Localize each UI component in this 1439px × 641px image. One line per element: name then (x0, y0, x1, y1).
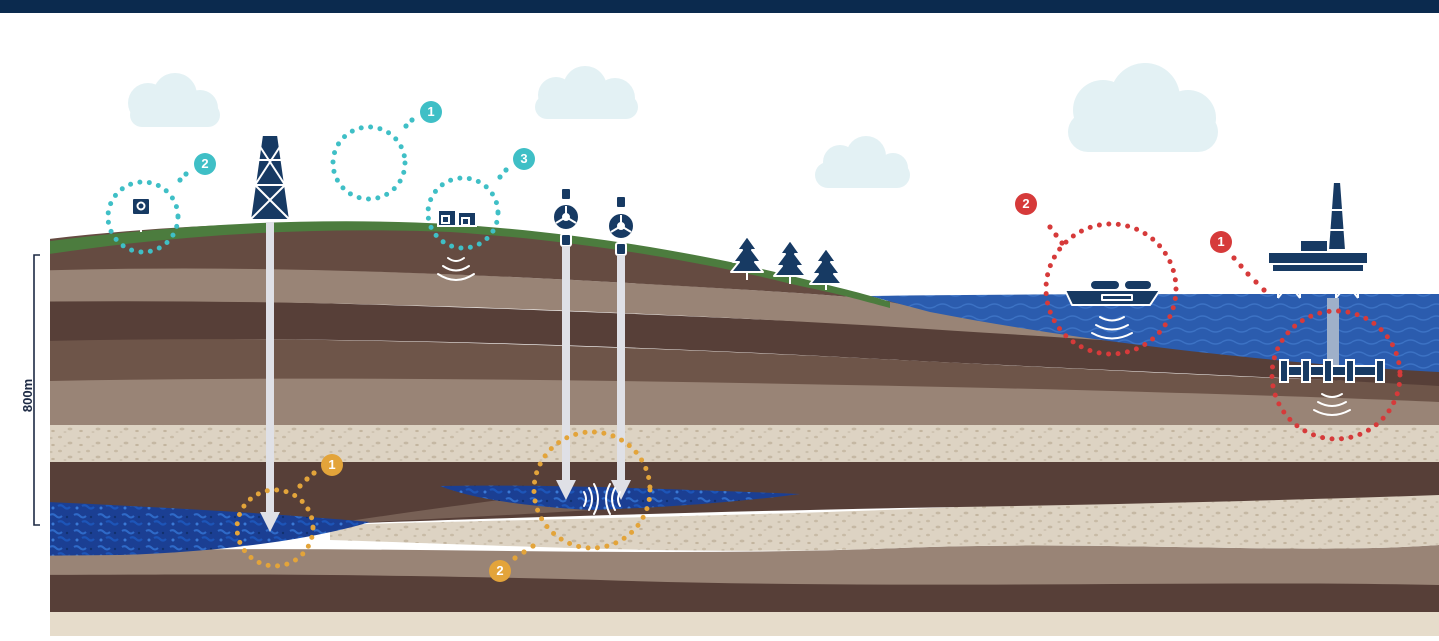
red-circle-1 (1269, 308, 1403, 442)
grass (50, 221, 890, 308)
sand-layer (50, 420, 1439, 462)
subsea-riser (1327, 298, 1339, 368)
wellhead-icon-2 (607, 195, 635, 256)
depth-scale-label: 800m (20, 378, 36, 412)
orange-circle-1 (234, 487, 316, 569)
wellhead-icon-1 (552, 187, 580, 247)
marker-orange-1: 1 (321, 454, 343, 476)
marker-red-2: 2 (1015, 193, 1037, 215)
teal-circle-3 (425, 175, 501, 251)
teal-circle-2 (105, 179, 181, 255)
offshore-platform-icon (1267, 175, 1369, 299)
teal-circle-1 (330, 124, 408, 202)
marker-red-1: 1 (1210, 231, 1232, 253)
cloud-2 (535, 66, 638, 119)
reservoir-left (50, 502, 370, 556)
monitoring-station-icon (131, 197, 151, 232)
top-bar (0, 0, 1439, 13)
seabed-sensor-waves (1313, 393, 1351, 416)
subsea-pipeline-icon (1279, 359, 1385, 383)
drilling-rig-icon (249, 128, 291, 221)
marker-teal-3: 3 (513, 148, 535, 170)
clouds (128, 63, 1218, 188)
buildings-icon (437, 209, 477, 227)
cloud-4 (1068, 63, 1218, 152)
trees-icon (730, 235, 843, 290)
marker-teal-1: 1 (420, 101, 442, 123)
orange-circle-2 (531, 429, 653, 551)
seismic-waves-icon (437, 257, 475, 281)
cloud-1 (128, 73, 220, 127)
marker-teal-2: 2 (194, 153, 216, 175)
red-circle-2 (1043, 221, 1179, 357)
cloud-3 (815, 136, 910, 188)
downhole-signal-icon (583, 483, 621, 515)
survey-boat-icon (1064, 273, 1161, 306)
injection-arrows (260, 222, 631, 532)
sea (870, 294, 1439, 372)
boat-sonar-waves (1091, 316, 1133, 340)
depth-bracket (33, 254, 40, 526)
marker-orange-2: 2 (489, 560, 511, 582)
